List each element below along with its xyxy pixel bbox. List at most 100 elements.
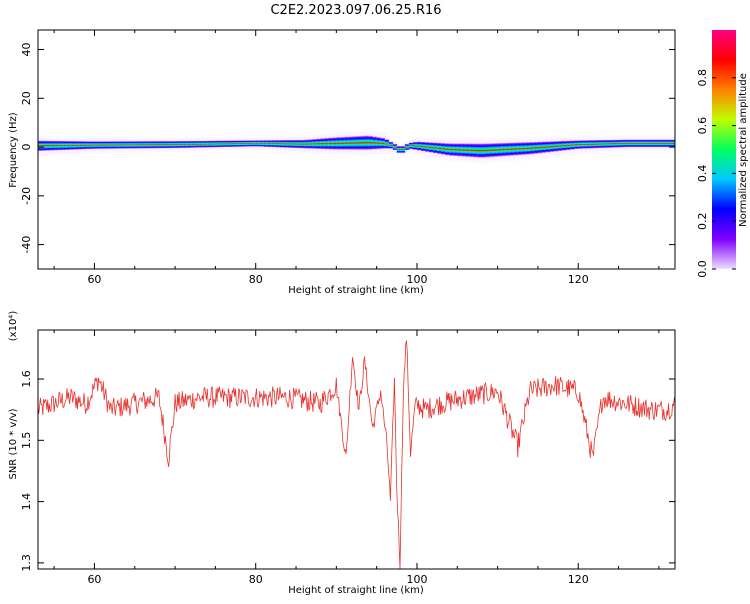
spectrogram-band-cell — [658, 139, 664, 148]
spectrogram-band-cell — [118, 141, 124, 149]
spectrogram-band-cell — [501, 142, 507, 157]
spectrogram-band-cell — [251, 140, 257, 147]
spectrogram-band-cell — [396, 146, 402, 153]
spectrogram-band-cell — [622, 139, 628, 148]
spectrogram-band-cell — [485, 143, 490, 158]
spectrogram-band-cell — [300, 139, 305, 149]
colorbar-gradient — [712, 30, 736, 269]
spectrogram-band-cell — [517, 142, 523, 156]
x-tick-label: 80 — [249, 273, 263, 286]
spectrogram-band-cell — [614, 139, 619, 148]
spectrogram-band-cell — [388, 141, 394, 149]
spectrogram-band-cell — [416, 141, 422, 151]
spectrogram-band-cell — [638, 139, 644, 148]
spectrogram-band-cell — [582, 140, 587, 149]
spectrogram-band-cell — [283, 139, 289, 148]
spectrogram-band-cell — [167, 140, 172, 149]
spectrogram-band-cell — [453, 143, 458, 157]
spectrogram-band-cell — [481, 143, 486, 158]
spectrogram-band-cell — [554, 141, 559, 152]
spectrogram-band-cell — [227, 140, 232, 148]
spectrogram-band-cell — [634, 139, 640, 148]
spectrogram-band-cell — [275, 140, 281, 148]
spectrogram-band-cell — [662, 139, 668, 148]
spectrogram-band-cell — [223, 140, 228, 148]
spectrogram-band-cell — [558, 140, 563, 152]
spectrogram-band-cell — [376, 137, 382, 150]
spectrogram-band-cell — [598, 139, 603, 149]
spectrogram-band-cell — [404, 143, 410, 151]
spectrogram-band-cell — [336, 136, 341, 150]
spectrogram-band-cell — [231, 140, 236, 148]
snr-y-multiplier: (x10⁴) — [8, 311, 19, 342]
spectrogram-band-cell — [271, 140, 277, 148]
spectrogram-band-cell — [529, 141, 535, 155]
y-tick-label: 40 — [20, 43, 33, 57]
spectrogram-band-cell — [74, 140, 79, 150]
spectrogram-band-cell — [513, 142, 519, 156]
spectrogram-band-cell — [122, 141, 128, 149]
spectrogram-band-cell — [287, 139, 293, 148]
spectrogram-band-cell — [642, 139, 648, 148]
spectrogram-band-cell — [493, 142, 499, 158]
spectrogram-band-cell — [312, 138, 317, 149]
spectrogram-band-cell — [650, 139, 656, 148]
spectrogram-band-cell — [90, 141, 95, 150]
spectrogram-band-cell — [521, 142, 527, 156]
spectrogram-band-cell — [445, 143, 450, 156]
x-tick-label: 80 — [249, 573, 263, 586]
x-tick-label: 120 — [568, 573, 589, 586]
spectrogram-band-cell — [380, 137, 386, 149]
spectrogram-band-cell — [304, 139, 309, 149]
spectrogram-band-cell — [566, 140, 571, 151]
spectrogram-band-cell — [574, 140, 579, 150]
spectrogram-axes: 60 80 100 120 -40 -20 0 20 40 — [20, 30, 675, 286]
spectrogram-band-cell — [150, 141, 156, 149]
spectrogram-band-cell — [473, 143, 478, 158]
spectrogram-band-cell — [235, 140, 240, 147]
spectrogram-band-cell — [175, 140, 180, 149]
spectrogram-band-cell — [533, 141, 539, 154]
spectrogram-band-cell — [332, 137, 337, 150]
spectrogram-band-cell — [465, 143, 470, 158]
spectrogram-band-cell — [340, 136, 345, 150]
spectrogram-band-cell — [162, 140, 168, 149]
spectrogram-band-cell — [328, 137, 333, 150]
spectrogram-band-cell — [461, 143, 466, 157]
spectrogram-band-cell — [46, 140, 51, 151]
spectrogram-band-cell — [666, 139, 672, 148]
spectrogram-band-cell — [545, 141, 551, 153]
spectrogram-band-cell — [429, 142, 434, 153]
colorbar: 0.0 0.2 0.4 0.6 0.8 Normalized spectral ampl… — [696, 30, 749, 278]
spectrogram-band-cell — [243, 140, 249, 147]
spectrogram-y-label: Frequency (Hz) — [8, 112, 19, 188]
colorbar-ticks: 0.0 0.2 0.4 0.6 0.8 — [696, 69, 736, 278]
spectrogram-band-cell — [320, 138, 325, 150]
spectrogram-band-cell — [457, 143, 462, 157]
spectrogram-band-cell — [505, 142, 511, 157]
y-tick-label: 1.5 — [20, 432, 33, 450]
spectrogram-band-cell — [82, 141, 87, 150]
spectrogram-band-cell — [602, 139, 607, 149]
spectrogram-band-cell — [646, 139, 652, 148]
spectrogram-frame — [37, 29, 676, 270]
spectrogram-band-cell — [207, 140, 212, 148]
x-tick-label: 100 — [406, 573, 427, 586]
spectrogram-band-cell — [626, 139, 632, 148]
spectrogram-band-cell — [509, 142, 515, 156]
spectrogram-band-cell — [203, 140, 208, 148]
spectrogram-band-cell — [400, 146, 406, 153]
snr-y-label: SNR (10 * v/v) — [8, 408, 19, 479]
spectrogram-band-cell — [469, 143, 474, 158]
spectrogram-band-cell — [187, 140, 192, 148]
spectrogram-band-cell — [392, 143, 398, 151]
spectrogram-panel: 60 80 100 120 -40 -20 0 20 40 Height of straight… — [8, 29, 676, 296]
y-tick-label: -20 — [20, 187, 33, 205]
spectrogram-band-cell — [291, 139, 297, 149]
spectrogram-band-cell — [259, 140, 265, 147]
spectrogram-band-cell — [94, 141, 99, 149]
spectrogram-band-cell — [360, 135, 365, 150]
spectrogram-band-cell — [279, 139, 285, 148]
colorbar-tick-label: 0.8 — [696, 69, 709, 87]
